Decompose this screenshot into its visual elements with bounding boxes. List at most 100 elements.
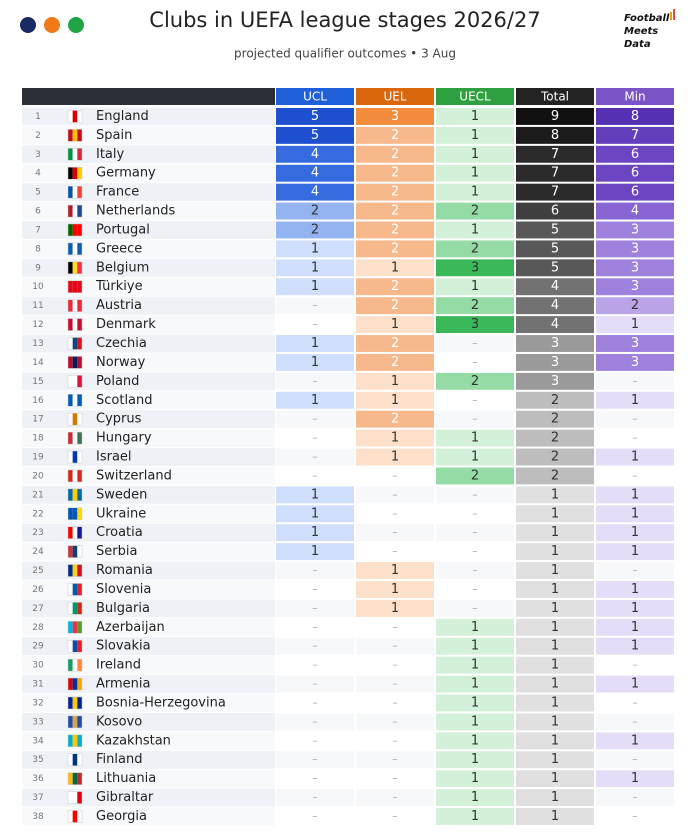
flag-stripe: [72, 280, 78, 293]
cell-value: 1: [471, 147, 479, 162]
cell-bg: [276, 448, 354, 466]
cell-value: 1: [551, 525, 559, 540]
cell-bg: [436, 353, 514, 371]
cell-bg: [516, 372, 594, 390]
column-header: Min: [624, 90, 645, 104]
cell-value: 1: [551, 582, 559, 597]
country: Lithuania: [96, 771, 156, 786]
cell-bg: [276, 770, 354, 788]
cell-bg: [596, 713, 674, 731]
flag-stripe: [68, 678, 73, 691]
flag-stripe: [77, 526, 83, 539]
cell-value: 1: [631, 506, 639, 521]
cell-value: –: [472, 412, 478, 425]
country: Cyprus: [96, 412, 142, 427]
cell-bg: [596, 637, 674, 655]
row-band: [22, 391, 275, 410]
flag-border: [67, 280, 83, 293]
cell-value: 1: [391, 260, 399, 275]
cell-bg: [276, 108, 354, 125]
cell-bg: [356, 126, 434, 144]
flag-stripe: [72, 734, 78, 747]
cell-bg: [516, 353, 594, 371]
cell-value: 1: [391, 450, 399, 465]
cell-bg: [356, 599, 434, 617]
cell-value: 1: [311, 279, 319, 294]
cell-bg: [516, 183, 594, 201]
country: France: [96, 185, 139, 200]
flag-stripe: [68, 507, 73, 520]
flag-border: [67, 602, 83, 615]
row-band: [22, 523, 275, 542]
cell-value: –: [392, 639, 398, 652]
flag-stripe: [72, 696, 78, 709]
row-band: [22, 183, 275, 202]
cell-bg: [436, 543, 514, 561]
cell-value: 1: [551, 620, 559, 635]
flag-border: [67, 129, 83, 142]
cell-bg: [436, 316, 514, 334]
flag-border: [67, 810, 83, 823]
cell-value: 2: [391, 222, 399, 237]
flag-stripe: [68, 526, 73, 539]
cell-value: –: [392, 696, 398, 709]
cell-value: 3: [631, 260, 639, 275]
cell-bg: [436, 259, 514, 277]
flag-stripe: [77, 696, 83, 709]
flag-border: [67, 639, 83, 653]
flag-stripe: [77, 394, 83, 407]
cell-value: 1: [471, 431, 479, 446]
cell-bg: [516, 259, 594, 277]
cell-bg: [516, 599, 594, 617]
cell-bg: [436, 108, 514, 125]
country: Romania: [96, 563, 153, 578]
cell-value: 1: [311, 393, 319, 408]
cell-value: –: [312, 696, 318, 709]
cell-value: 2: [551, 450, 559, 465]
flag-border: [67, 545, 83, 558]
cell-bg: [436, 183, 514, 201]
column-header: UEL: [383, 90, 406, 104]
cell-bg: [516, 467, 594, 485]
flag-stripe: [72, 469, 78, 482]
cell-bg: [436, 335, 514, 352]
cell-value: 1: [551, 790, 559, 805]
flag-stripe: [72, 659, 78, 672]
column-header: Total: [540, 90, 569, 104]
cell-value: 1: [471, 677, 479, 692]
flag-border: [67, 526, 83, 539]
brand-line: Data: [624, 39, 651, 50]
cell-bg: [276, 126, 354, 144]
flag-border: [67, 223, 83, 237]
cell-bg: [436, 372, 514, 390]
country: Finland: [96, 752, 142, 767]
flag-stripe: [68, 583, 73, 596]
cell-bg: [356, 164, 434, 182]
country: Hungary: [96, 431, 152, 446]
cell-value: 1: [551, 544, 559, 559]
flag-stripe: [72, 583, 78, 596]
cell-bg: [356, 770, 434, 788]
row-band: [22, 410, 275, 429]
rank: 23: [32, 528, 43, 538]
title: Clubs in UEFA league stages 2026/27: [149, 8, 540, 32]
cell-value: 2: [311, 222, 319, 237]
cell-value: –: [312, 791, 318, 804]
cell-bg: [516, 751, 594, 769]
cell-bg: [356, 353, 434, 371]
flag-stripe: [77, 678, 83, 691]
cell-bg: [436, 618, 514, 636]
row-band: [22, 656, 275, 675]
row-band: [22, 694, 275, 712]
cell-value: 1: [311, 241, 319, 256]
flag-border: [67, 299, 83, 312]
cell-bg: [356, 259, 434, 277]
country: Israel: [96, 450, 132, 465]
rank: 1: [35, 112, 41, 122]
cell-value: 3: [631, 222, 639, 237]
cell-bg: [516, 505, 594, 523]
flag-stripe: [72, 223, 78, 236]
cell-bg: [356, 278, 434, 296]
country: Bulgaria: [96, 601, 150, 616]
cell-bg: [596, 751, 674, 769]
